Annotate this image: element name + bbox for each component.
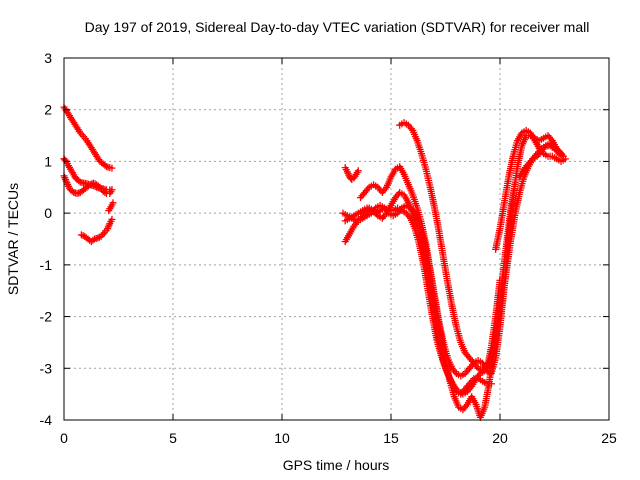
- series-arc-j: [357, 132, 565, 380]
- y-tick-label: -2: [40, 309, 53, 325]
- series-arc-d: [77, 215, 116, 246]
- x-axis-label: GPS time / hours: [283, 457, 390, 473]
- series-marks-arc-m: [516, 139, 567, 181]
- y-tick-label: 0: [44, 205, 52, 221]
- series-marks-arc-e: [105, 199, 117, 215]
- series-marks-arc-j: [357, 132, 565, 380]
- x-tick-label: 20: [492, 430, 508, 446]
- data-markers: [60, 103, 569, 421]
- y-tick-label: -4: [40, 412, 53, 428]
- y-tick-label: -3: [40, 360, 53, 376]
- tick-labels: 0 5 10 15 20 25 -4 -3 -2 -1 0 1 2 3: [40, 50, 617, 446]
- series-arc-c: [60, 172, 116, 197]
- series-marks-arc-d: [77, 215, 116, 246]
- series-arc-l: [492, 126, 569, 253]
- series-marks-arc-k: [396, 119, 504, 375]
- grid-lines: [64, 58, 609, 420]
- series-arc-k: [396, 119, 504, 375]
- x-tick-label: 25: [601, 430, 617, 446]
- chart-title: Day 197 of 2019, Sidereal Day-to-day VTE…: [85, 19, 590, 35]
- x-tick-label: 5: [169, 430, 177, 446]
- series-marks-arc-g: [341, 142, 567, 398]
- y-tick-label: -1: [40, 257, 53, 273]
- x-tick-label: 0: [60, 430, 68, 446]
- series-marks-arc-l: [492, 126, 569, 253]
- y-tick-label: 3: [44, 50, 52, 66]
- series-marks-arc-c: [60, 172, 116, 197]
- series-arc-e: [105, 199, 117, 215]
- axis-ticks: [63, 57, 610, 421]
- x-tick-label: 10: [274, 430, 290, 446]
- series-arc-g: [341, 142, 567, 398]
- x-tick-label: 15: [383, 430, 399, 446]
- series-arc-m: [516, 139, 567, 181]
- series-arc-f: [341, 164, 362, 183]
- plot-frame: [63, 57, 610, 421]
- series-marks-arc-f: [341, 164, 362, 183]
- y-tick-label: 2: [44, 102, 52, 118]
- y-axis-label: SDTVAR / TECUs: [5, 183, 21, 295]
- y-tick-label: 1: [44, 153, 52, 169]
